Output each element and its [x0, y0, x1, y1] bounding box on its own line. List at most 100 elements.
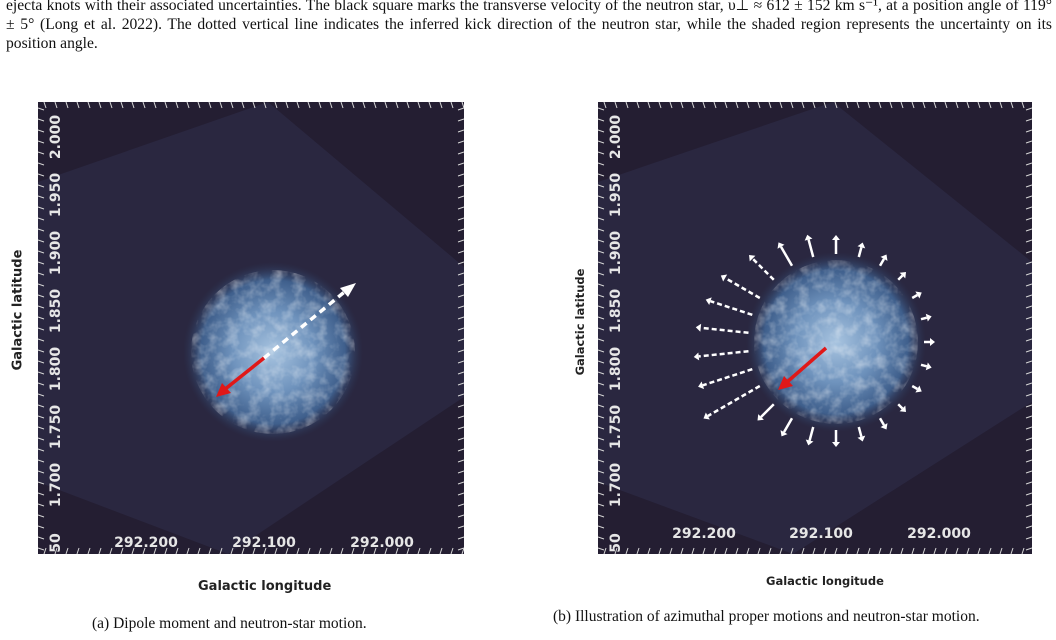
- proper-motion-arrow: [760, 403, 775, 418]
- tick-mark: [351, 102, 355, 109]
- tick-mark: [38, 239, 45, 243]
- tick-mark: [38, 525, 45, 529]
- tick-mark: [38, 426, 45, 430]
- tick-mark: [768, 547, 772, 554]
- tick-mark: [1025, 283, 1032, 287]
- tick-mark: [680, 102, 684, 109]
- tick-mark: [735, 102, 739, 109]
- proper-motion-arrowhead: [832, 442, 840, 447]
- tick-mark: [457, 206, 464, 210]
- tick-mark: [307, 547, 311, 554]
- tick-mark: [598, 283, 605, 287]
- tick-mark: [598, 459, 605, 463]
- tick-mark: [38, 162, 45, 166]
- tick-mark: [598, 250, 605, 254]
- tick-mark: [340, 102, 344, 109]
- tick-mark: [911, 547, 915, 554]
- tick-mark: [1010, 547, 1014, 554]
- tick-mark: [38, 393, 45, 397]
- tick-mark: [1025, 272, 1032, 276]
- tick-mark: [598, 503, 605, 507]
- proper-motion-arrow: [897, 403, 904, 410]
- tick-mark: [38, 349, 45, 353]
- tick-mark: [1025, 261, 1032, 265]
- tick-mark: [461, 547, 464, 554]
- tick-mark: [457, 349, 464, 353]
- tick-mark: [999, 102, 1003, 109]
- tick-mark: [1025, 184, 1032, 188]
- proper-motion-arrowhead: [832, 235, 840, 240]
- tick-mark: [38, 217, 45, 221]
- tick-mark: [757, 547, 761, 554]
- proper-motion-arrowhead: [930, 338, 935, 346]
- frame-ticks: [598, 102, 1032, 554]
- tick-mark: [598, 470, 605, 474]
- tick-mark: [1025, 360, 1032, 364]
- tick-mark: [263, 102, 267, 109]
- proper-motion-arrowhead: [857, 435, 866, 442]
- tick-mark: [598, 492, 605, 496]
- tick-mark: [142, 102, 146, 109]
- tick-mark: [977, 547, 981, 554]
- tick-mark: [38, 184, 45, 188]
- tick-mark: [1025, 448, 1032, 452]
- tick-mark: [598, 118, 605, 122]
- x-axis-label-b: Galactic longitude: [766, 574, 884, 588]
- tick-mark: [38, 481, 45, 485]
- proper-motion-arrow: [857, 247, 863, 258]
- x-tick-label: 292.000: [350, 535, 414, 551]
- tick-mark: [38, 151, 45, 155]
- proper-motion-arrow: [698, 349, 749, 358]
- tick-mark: [457, 294, 464, 298]
- tick-mark: [373, 547, 377, 554]
- tick-mark: [38, 206, 45, 210]
- tick-mark: [457, 459, 464, 463]
- tick-mark: [131, 547, 135, 554]
- tick-mark: [457, 547, 464, 551]
- proper-motion-arrowhead: [749, 255, 756, 262]
- tick-mark: [691, 102, 695, 109]
- tick-mark: [457, 184, 464, 188]
- y-tick-label: 2.000: [48, 115, 64, 160]
- tick-mark: [120, 102, 124, 109]
- y-tick-label: 1.900: [608, 231, 624, 276]
- tick-mark: [1025, 129, 1032, 133]
- tick-mark: [142, 547, 146, 554]
- tick-mark: [768, 102, 772, 109]
- tick-mark: [878, 547, 882, 554]
- tick-mark: [87, 547, 91, 554]
- tick-mark: [329, 102, 333, 109]
- tick-mark: [746, 102, 750, 109]
- proper-motion-arrow: [710, 300, 753, 316]
- tick-mark: [457, 525, 464, 529]
- neutron-star-arrowhead: [216, 383, 231, 397]
- y-tick-label: 1.850: [608, 289, 624, 334]
- tick-mark: [38, 459, 45, 463]
- tick-mark: [691, 547, 695, 554]
- tick-mark: [457, 426, 464, 430]
- tick-mark: [1025, 118, 1032, 122]
- proper-motion-arrowhead: [857, 242, 866, 249]
- tick-mark: [1025, 195, 1032, 199]
- tick-mark: [598, 371, 605, 375]
- tick-mark: [457, 250, 464, 254]
- tick-mark: [598, 316, 605, 320]
- tick-mark: [598, 338, 605, 342]
- y-axis-label-b: Galactic latitude: [573, 268, 587, 376]
- tick-mark: [966, 102, 970, 109]
- tick-mark: [680, 547, 684, 554]
- tick-mark: [669, 102, 673, 109]
- proper-motion-arrowhead: [780, 430, 788, 437]
- tick-mark: [801, 547, 805, 554]
- tick-mark: [457, 437, 464, 441]
- tick-mark: [598, 217, 605, 221]
- tick-mark: [439, 547, 443, 554]
- tick-mark: [417, 547, 421, 554]
- proper-motion-arrow: [700, 326, 749, 335]
- tick-mark: [38, 547, 45, 551]
- tick-mark: [98, 102, 102, 109]
- tick-mark: [1021, 547, 1025, 554]
- tick-mark: [65, 547, 69, 554]
- y-axis-label-a: Galactic latitude: [10, 249, 26, 371]
- tick-mark: [598, 360, 605, 364]
